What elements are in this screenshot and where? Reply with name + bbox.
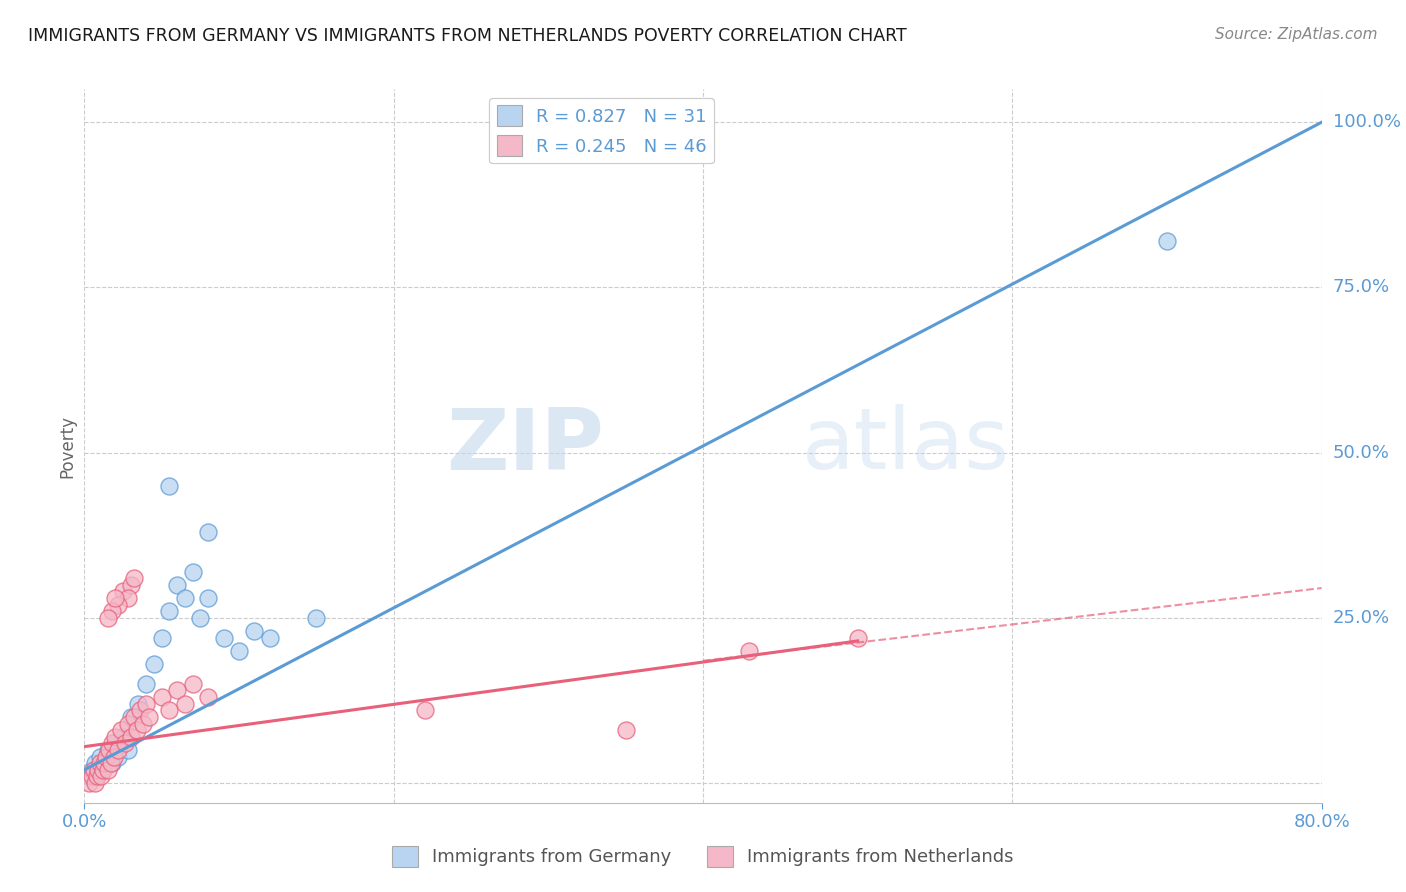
Point — [77, 769, 100, 783]
Point — [228, 644, 250, 658]
Point — [112, 584, 135, 599]
Point — [188, 611, 211, 625]
Point — [86, 769, 108, 783]
Point — [305, 611, 328, 625]
Point — [110, 723, 132, 738]
Text: 100.0%: 100.0% — [1333, 113, 1400, 131]
Point — [93, 756, 115, 771]
Point — [150, 690, 173, 704]
Point — [84, 756, 107, 771]
Point — [127, 697, 149, 711]
Point — [738, 644, 761, 658]
Legend: Immigrants from Germany, Immigrants from Netherlands: Immigrants from Germany, Immigrants from… — [385, 838, 1021, 874]
Y-axis label: Poverty: Poverty — [58, 415, 76, 477]
Point — [132, 716, 155, 731]
Point — [94, 749, 117, 764]
Point — [117, 716, 139, 731]
Point — [159, 478, 180, 492]
Point — [122, 571, 145, 585]
Point — [135, 677, 157, 691]
Point — [104, 730, 127, 744]
Point — [413, 703, 436, 717]
Point — [114, 736, 136, 750]
Point — [91, 763, 114, 777]
Point — [101, 756, 124, 771]
Point — [104, 736, 127, 750]
Point — [91, 763, 114, 777]
Point — [107, 749, 129, 764]
Point — [77, 776, 100, 790]
Point — [181, 565, 204, 579]
Point — [117, 591, 139, 605]
Point — [120, 710, 142, 724]
Point — [159, 604, 180, 618]
Point — [614, 723, 637, 738]
Point — [120, 578, 142, 592]
Legend: R = 0.827   N = 31, R = 0.245   N = 46: R = 0.827 N = 31, R = 0.245 N = 46 — [489, 98, 714, 163]
Point — [101, 604, 124, 618]
Point — [112, 730, 135, 744]
Point — [96, 743, 118, 757]
Point — [107, 598, 129, 612]
Point — [96, 763, 118, 777]
Point — [107, 743, 129, 757]
Point — [197, 690, 219, 704]
Point — [138, 710, 160, 724]
Point — [100, 756, 122, 771]
Text: 50.0%: 50.0% — [1333, 443, 1389, 461]
Point — [90, 769, 112, 783]
Point — [197, 591, 219, 605]
Point — [96, 611, 118, 625]
Point — [1156, 234, 1178, 248]
Point — [259, 631, 281, 645]
Text: 25.0%: 25.0% — [1333, 609, 1391, 627]
Point — [135, 697, 157, 711]
Point — [82, 769, 104, 783]
Point — [84, 776, 107, 790]
Point — [159, 703, 180, 717]
Text: ZIP: ZIP — [446, 404, 605, 488]
Point — [197, 524, 219, 539]
Point — [120, 730, 142, 744]
Text: Source: ZipAtlas.com: Source: ZipAtlas.com — [1215, 27, 1378, 42]
Text: atlas: atlas — [801, 404, 1010, 488]
Point — [846, 631, 869, 645]
Point — [83, 763, 105, 777]
Point — [103, 749, 125, 764]
Point — [86, 769, 108, 783]
Point — [150, 631, 173, 645]
Point — [174, 591, 197, 605]
Point — [125, 723, 148, 738]
Point — [89, 749, 111, 764]
Point — [98, 743, 121, 757]
Text: IMMIGRANTS FROM GERMANY VS IMMIGRANTS FROM NETHERLANDS POVERTY CORRELATION CHART: IMMIGRANTS FROM GERMANY VS IMMIGRANTS FR… — [28, 27, 907, 45]
Point — [243, 624, 266, 638]
Point — [104, 591, 127, 605]
Point — [117, 743, 139, 757]
Point — [212, 631, 235, 645]
Point — [174, 697, 197, 711]
Point — [101, 736, 124, 750]
Point — [82, 763, 104, 777]
Point — [87, 763, 110, 777]
Point — [143, 657, 166, 671]
Point — [122, 710, 145, 724]
Point — [166, 578, 188, 592]
Point — [181, 677, 204, 691]
Text: 75.0%: 75.0% — [1333, 278, 1391, 296]
Point — [166, 683, 188, 698]
Point — [129, 703, 152, 717]
Point — [89, 756, 111, 771]
